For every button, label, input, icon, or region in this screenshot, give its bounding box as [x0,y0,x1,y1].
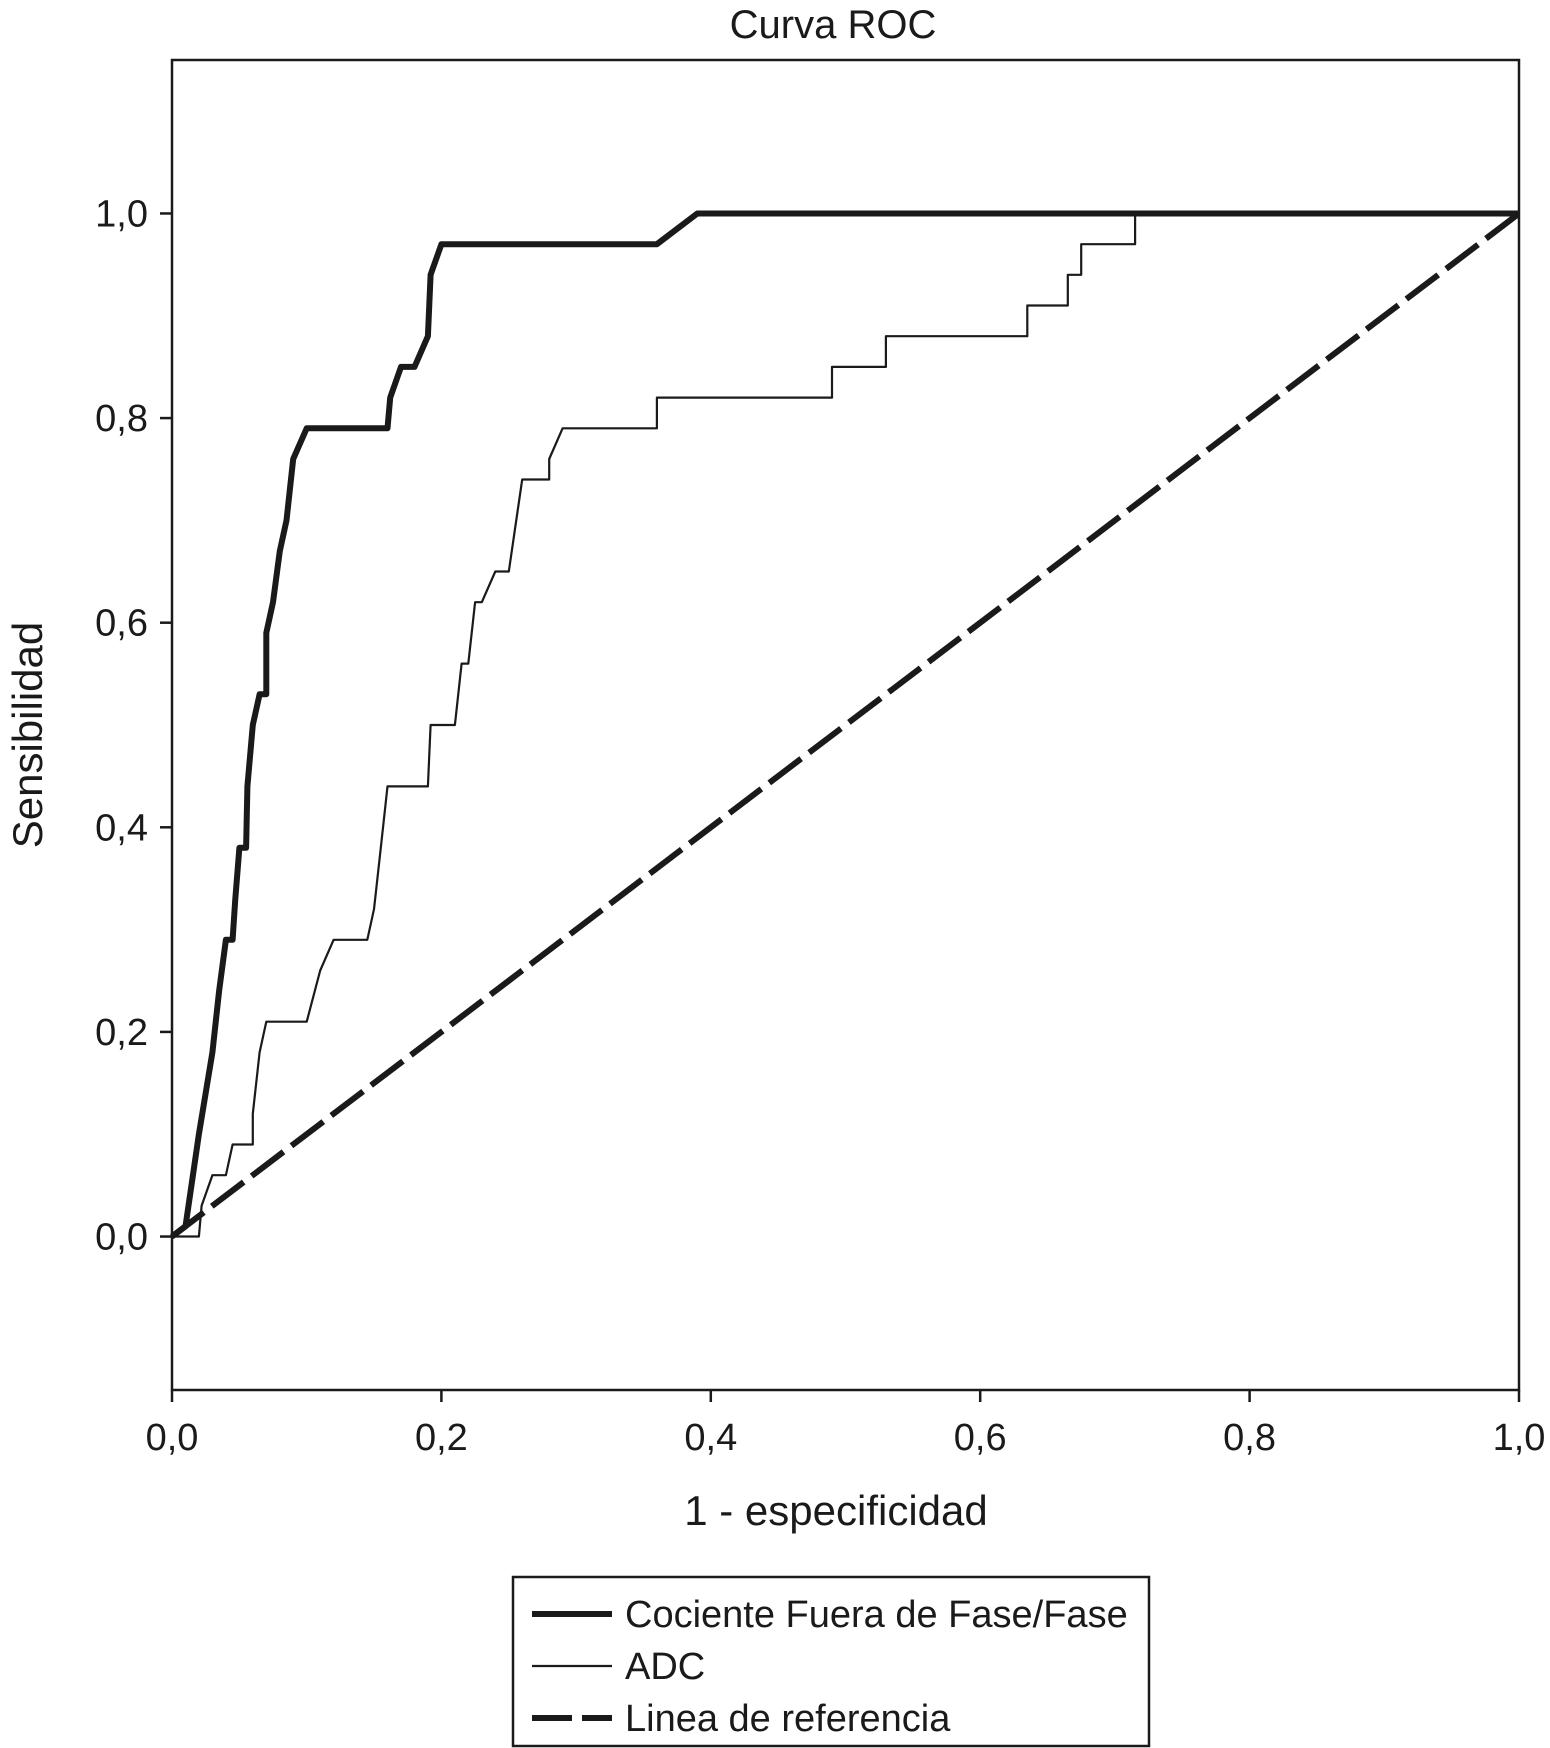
x-tick-label: 0,6 [954,1417,1007,1459]
y-axis-ticks: 0,0 0,2 0,4 0,6 0,8 1,0 [95,193,172,1259]
x-tick-label: 1,0 [1493,1417,1546,1459]
plot-area-frame [170,58,1521,1392]
y-tick-label: 0,6 [95,603,148,645]
legend-label: Linea de referencia [625,1698,951,1740]
x-axis-title: 1 - especificidad [684,1487,988,1534]
y-tick-label: 0,4 [95,807,148,849]
y-axis-title: Sensibilidad [4,622,51,849]
y-tick-label: 0,8 [95,398,148,440]
x-tick-label: 0,2 [415,1417,468,1459]
legend: Cociente Fuera de Fase/Fase ADC Linea de r… [511,1575,1151,1748]
series-layer [170,210,1521,1239]
series-line-3 [170,211,1521,1239]
y-tick-label: 0,0 [95,1217,148,1259]
x-tick-label: 0,4 [684,1417,737,1459]
series-line-1 [170,210,1519,1239]
x-axis-ticks: 0,0 0,2 0,4 0,6 0,8 1,0 [146,1390,1546,1459]
x-tick-label: 0,8 [1223,1417,1276,1459]
chart-title: Curva ROC [730,3,937,47]
legend-label: Cociente Fuera de Fase/Fase [625,1594,1128,1636]
y-tick-label: 0,2 [95,1012,148,1054]
series-line-2 [172,212,1519,1238]
legend-label: ADC [625,1646,705,1688]
legend-entries: Cociente Fuera de Fase/Fase ADC Linea de r… [532,1594,1128,1740]
legend-box [511,1575,1151,1748]
y-tick-label: 1,0 [95,193,148,235]
x-tick-label: 0,0 [146,1417,199,1459]
